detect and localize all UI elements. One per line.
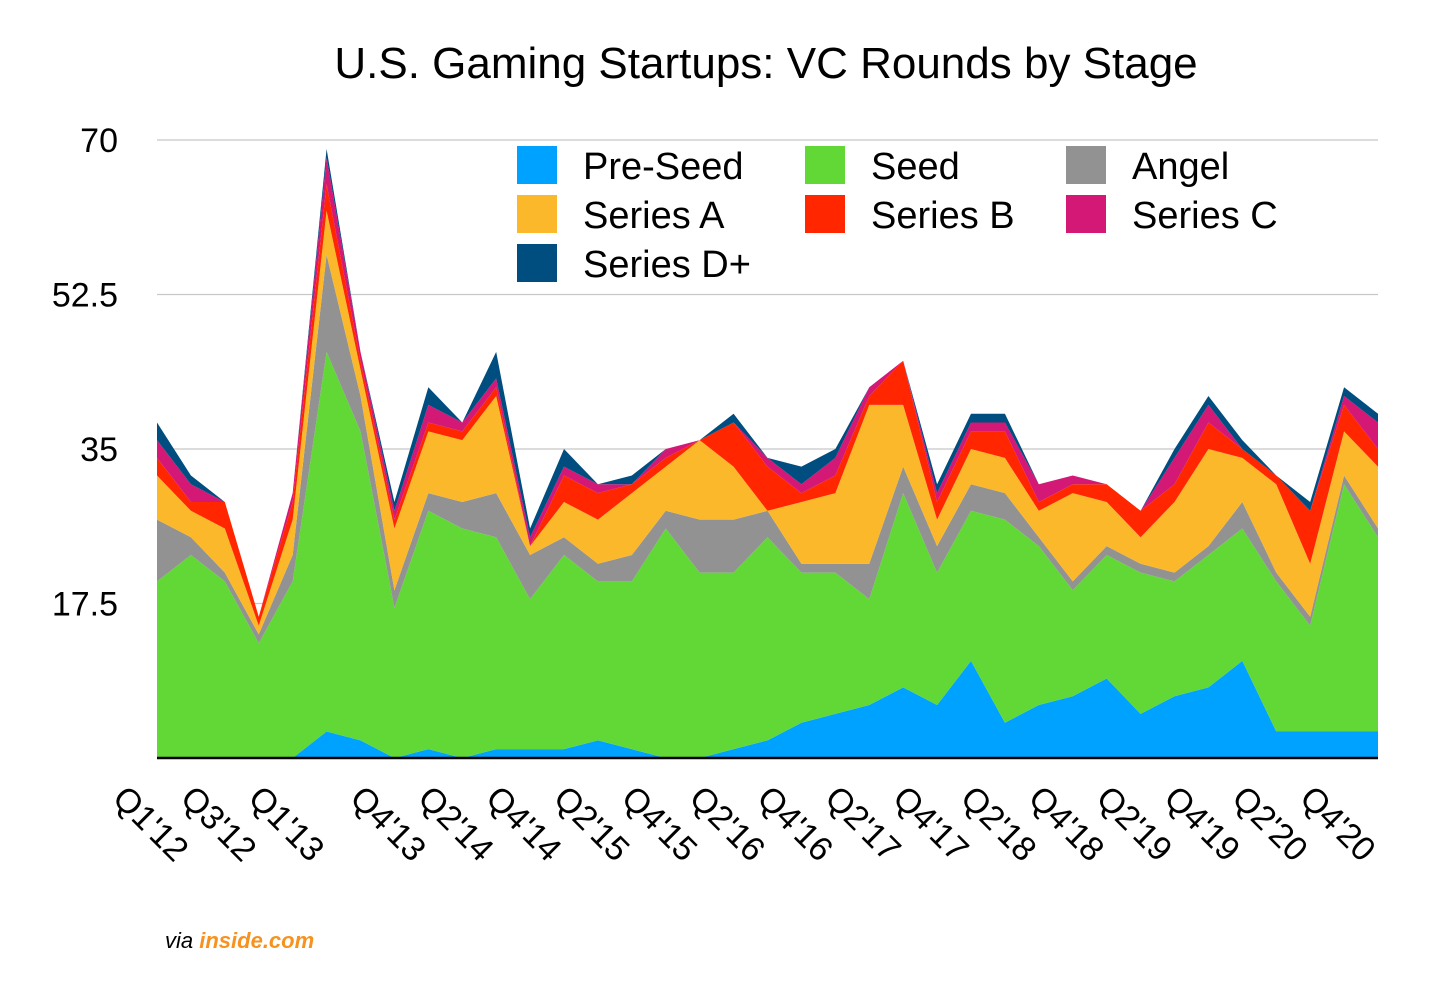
- legend-swatch: [1066, 146, 1106, 184]
- x-tick-label: Q4'20: [1292, 779, 1382, 869]
- legend-label: Series C: [1132, 195, 1278, 237]
- x-tick-label: Q4'16: [750, 779, 840, 869]
- x-tick-label: Q3'12: [173, 779, 263, 869]
- x-tick-label: Q4'18: [1021, 779, 1111, 869]
- x-tick-label: Q2'15: [546, 779, 636, 869]
- area-series-angel: [157, 254, 1378, 644]
- y-tick-label: 35: [80, 431, 118, 469]
- legend-label: Series B: [871, 195, 1015, 237]
- legend-label: Angel: [1132, 146, 1229, 188]
- x-tick-label: Q1'12: [105, 779, 195, 869]
- legend: Pre-Seed Seed Angel Series A Series B Series …: [517, 146, 1278, 286]
- legend-label: Pre-Seed: [583, 146, 744, 188]
- legend-label: Series D+: [583, 244, 751, 286]
- x-tick-label: Q2'18: [953, 779, 1043, 869]
- y-tick-label: 52.5: [52, 277, 118, 315]
- y-tick-label: 17.5: [52, 586, 118, 624]
- legend-swatch: [1066, 195, 1106, 233]
- x-tick-label: Q4'15: [614, 779, 704, 869]
- legend-swatch: [517, 195, 557, 233]
- x-tick-label: Q2'14: [411, 779, 501, 869]
- legend-swatch: [517, 244, 557, 282]
- area-series-pre-seed: [157, 660, 1378, 758]
- x-tick-label: Q2'20: [1225, 779, 1315, 869]
- area-series-series-a: [157, 210, 1378, 635]
- plot-areas: [157, 148, 1378, 758]
- legend-swatch: [805, 195, 845, 233]
- legend-label: Seed: [871, 146, 960, 188]
- x-tick-label: Q2'19: [1089, 779, 1179, 869]
- x-tick-label: Q2'17: [818, 779, 908, 869]
- x-tick-label: Q1'13: [241, 779, 331, 869]
- x-tick-label: Q4'19: [1157, 779, 1247, 869]
- credit-prefix: via: [165, 928, 194, 953]
- chart-title: U.S. Gaming Startups: VC Rounds by Stage: [334, 39, 1197, 88]
- legend-swatch: [805, 146, 845, 184]
- area-series-seed: [157, 351, 1378, 758]
- credit-brand: inside.com: [199, 928, 315, 953]
- legend-label: Series A: [583, 195, 725, 237]
- source-credit: via inside.com: [165, 928, 314, 954]
- y-tick-label: 70: [80, 122, 118, 160]
- x-tick-label: Q2'16: [682, 779, 772, 869]
- x-tick-label: Q4'14: [478, 779, 568, 869]
- x-tick-label: Q4'13: [343, 779, 433, 869]
- legend-swatch: [517, 146, 557, 184]
- x-tick-label: Q4'17: [885, 779, 975, 869]
- y-axis-ticks: 17.5 35 52.5 70: [52, 122, 118, 624]
